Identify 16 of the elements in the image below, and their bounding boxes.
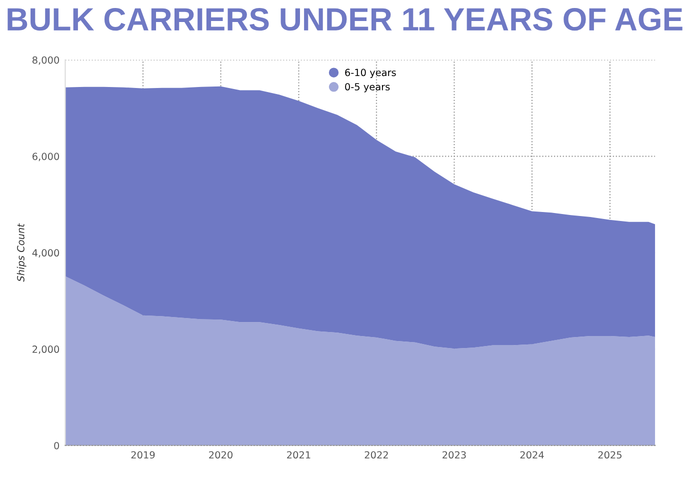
x-tick-label: 2023 xyxy=(442,451,466,459)
chart-title: BULK CARRIERS UNDER 11 YEARS OF AGE xyxy=(8,8,682,31)
y-axis-title: Ships Count xyxy=(16,223,26,282)
x-tick-label: 2020 xyxy=(209,451,232,459)
legend-label: 6-10 years xyxy=(345,68,396,78)
x-tick-label: 2024 xyxy=(520,451,544,459)
x-tick-label: 2025 xyxy=(598,451,622,459)
legend-label: 0-5 years xyxy=(345,83,390,92)
y-tick-label: 6,000 xyxy=(32,152,60,162)
y-tick-label: 8,000 xyxy=(32,56,60,65)
x-tick-label: 2022 xyxy=(364,451,388,459)
y-tick-label: 4,000 xyxy=(32,249,60,258)
x-tick-label: 2019 xyxy=(131,451,155,459)
x-tick-label: 2021 xyxy=(287,451,310,459)
y-tick-label: 0 xyxy=(54,442,60,450)
y-tick-label: 2,000 xyxy=(32,346,60,354)
